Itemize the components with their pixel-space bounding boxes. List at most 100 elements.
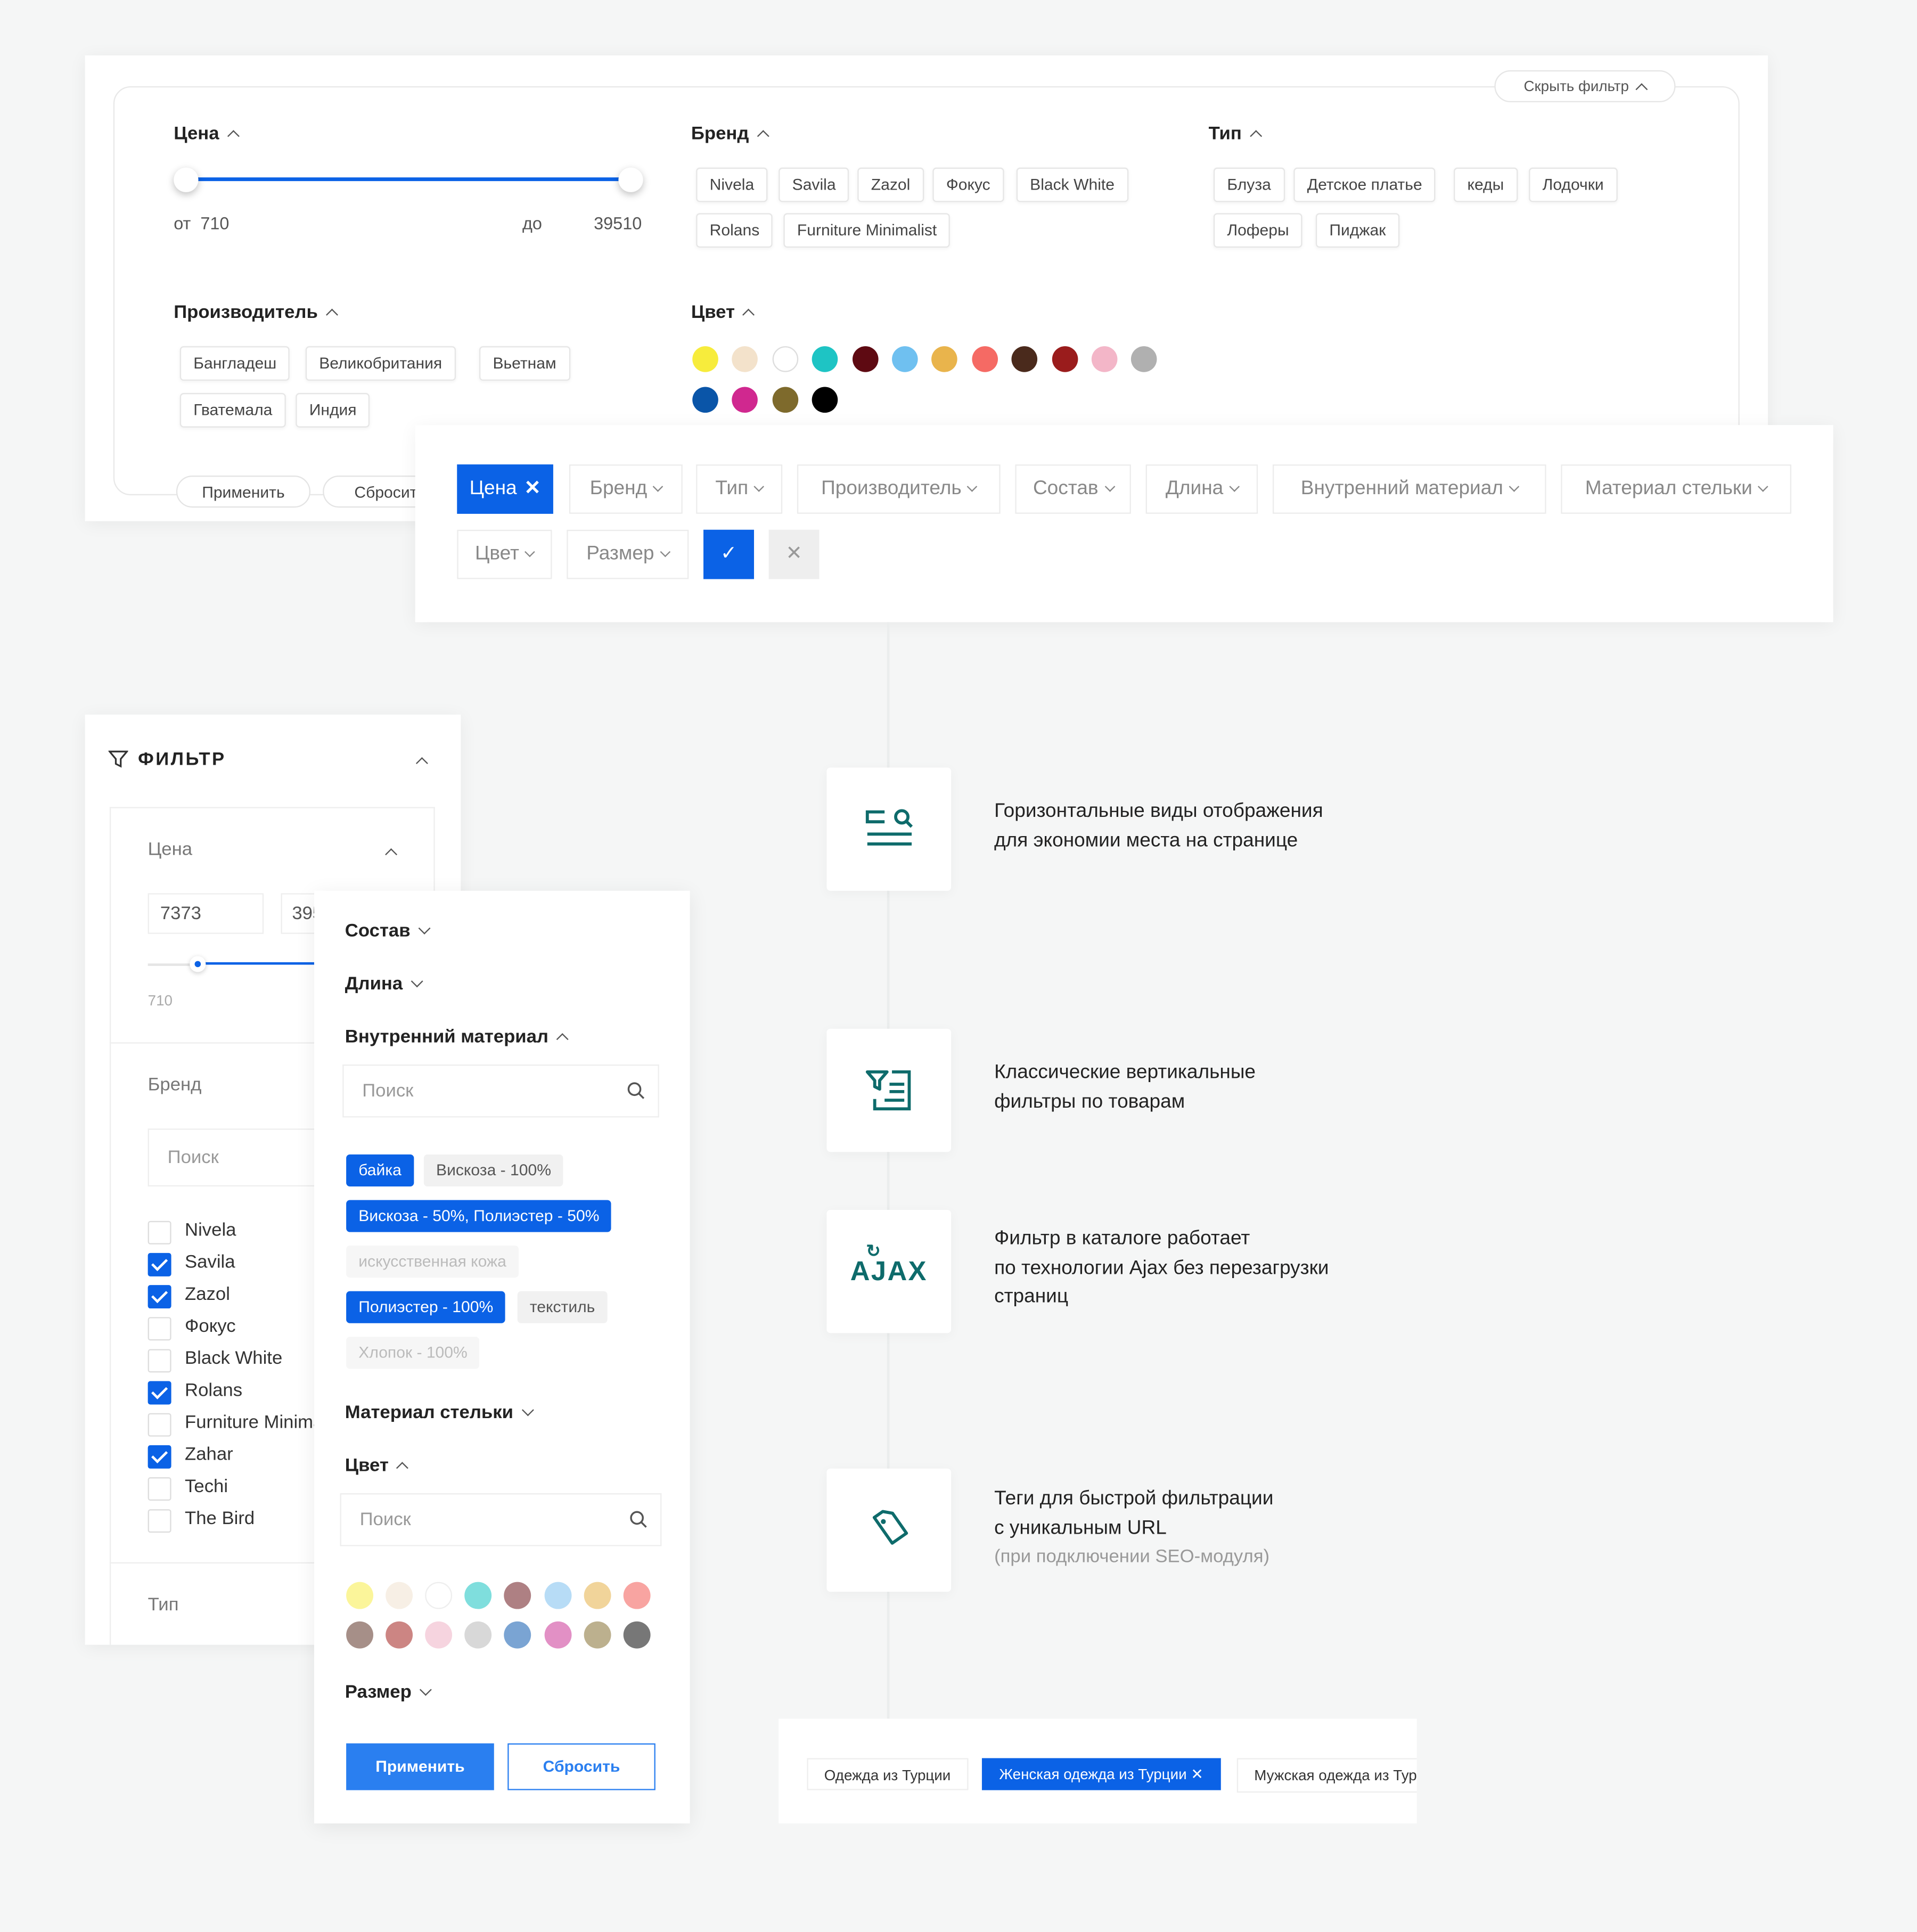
material-tag[interactable]: Хлопок - 100% xyxy=(346,1337,480,1369)
filter-dropdown-button[interactable]: Размер xyxy=(567,529,689,579)
color-swatch[interactable] xyxy=(622,1621,650,1649)
material-tag[interactable]: Полиэстер - 100% xyxy=(346,1291,506,1323)
filter-dropdown-button[interactable]: Производитель xyxy=(797,464,1001,514)
seo-tag-active[interactable]: Женская одежда из Турции ✕ xyxy=(981,1758,1221,1790)
clear-button[interactable]: ✕ xyxy=(768,529,820,579)
color-swatch[interactable] xyxy=(1091,346,1118,372)
color-swatch[interactable] xyxy=(812,346,838,372)
brand-checkbox[interactable] xyxy=(148,1221,171,1245)
apply-button[interactable]: Применить xyxy=(176,476,311,508)
color-swatch[interactable] xyxy=(971,346,998,372)
color-swatch[interactable] xyxy=(622,1582,650,1609)
insole-heading[interactable]: Материал стельки xyxy=(345,1402,534,1423)
color-swatch[interactable] xyxy=(772,387,798,413)
material-tag[interactable]: искусственная кожа xyxy=(346,1246,519,1278)
dropdown-reset-button[interactable]: Сбросить xyxy=(507,1743,656,1790)
type-heading[interactable]: Тип xyxy=(1209,123,1262,144)
sidebar-price-slider[interactable] xyxy=(197,962,345,965)
color-swatch[interactable] xyxy=(425,1621,453,1649)
brand-chip[interactable]: Zazol xyxy=(857,167,924,202)
brand-checkbox-label[interactable]: Techi xyxy=(185,1476,228,1497)
price-heading[interactable]: Цена xyxy=(174,123,240,144)
brand-checkbox-label[interactable]: Zazol xyxy=(185,1283,230,1305)
brand-chip[interactable]: Фокус xyxy=(932,167,1004,202)
filter-dropdown-button[interactable]: Внутренний материал xyxy=(1272,464,1546,514)
brand-checkbox-label[interactable]: Black White xyxy=(185,1348,283,1369)
type-chip[interactable]: Пиджак xyxy=(1315,213,1399,248)
type-chip[interactable]: Детское платье xyxy=(1293,167,1436,202)
brand-checkbox-label[interactable]: The Bird xyxy=(185,1508,255,1529)
brand-checkbox[interactable] xyxy=(148,1413,171,1437)
composition-heading[interactable]: Состав xyxy=(345,920,431,942)
color-swatch[interactable] xyxy=(346,1621,374,1649)
color-swatch[interactable] xyxy=(544,1621,571,1649)
seo-tag[interactable]: Мужская одежда из Турции xyxy=(1236,1758,1417,1793)
color-swatch[interactable] xyxy=(464,1582,492,1609)
brand-checkbox[interactable] xyxy=(148,1349,171,1373)
color-swatch[interactable] xyxy=(692,387,718,413)
filter-dropdown-button[interactable]: Цвет xyxy=(457,529,552,579)
color-swatch[interactable] xyxy=(852,346,878,372)
filter-dropdown-button[interactable]: Материал стельки xyxy=(1561,464,1791,514)
color-swatch[interactable] xyxy=(386,1582,413,1609)
color-swatch[interactable] xyxy=(732,346,758,372)
brand-checkbox-label[interactable]: Savila xyxy=(185,1251,235,1273)
brand-checkbox[interactable] xyxy=(148,1381,171,1405)
brand-checkbox[interactable] xyxy=(148,1317,171,1341)
price-slider-max-handle[interactable] xyxy=(618,167,643,192)
dropdown-apply-button[interactable]: Применить xyxy=(346,1743,494,1790)
color-swatch[interactable] xyxy=(772,346,798,372)
maker-chip[interactable]: Бангладеш xyxy=(179,346,290,381)
color-swatch[interactable] xyxy=(931,346,958,372)
color-swatch[interactable] xyxy=(346,1582,374,1609)
color-swatch[interactable] xyxy=(504,1621,532,1649)
filter-dropdown-button[interactable]: Состав xyxy=(1015,464,1131,514)
brand-checkbox-label[interactable]: Rolans xyxy=(185,1380,243,1401)
color-swatch[interactable] xyxy=(425,1582,453,1609)
type-chip[interactable]: Лоферы xyxy=(1213,213,1303,248)
hide-filter-button[interactable]: Скрыть фильтр xyxy=(1494,70,1676,103)
material-tag[interactable]: текстиль xyxy=(517,1291,608,1323)
inner-material-heading[interactable]: Внутренний материал xyxy=(345,1026,569,1047)
color-swatch[interactable] xyxy=(1051,346,1078,372)
brand-checkbox-label[interactable]: Фокус xyxy=(185,1315,236,1337)
seo-tag[interactable]: Одежда из Турции xyxy=(807,1758,968,1790)
sidebar-brand-heading[interactable]: Бренд xyxy=(148,1074,202,1095)
color-swatch[interactable] xyxy=(812,387,838,413)
maker-heading[interactable]: Производитель xyxy=(174,302,338,323)
color-swatch[interactable] xyxy=(583,1621,611,1649)
brand-chip[interactable]: Nivela xyxy=(696,167,768,202)
brand-checkbox[interactable] xyxy=(148,1477,171,1501)
material-tag[interactable]: байка xyxy=(346,1154,414,1186)
type-chip[interactable]: Лодочки xyxy=(1529,167,1618,202)
brand-checkbox-label[interactable]: Nivela xyxy=(185,1219,236,1241)
brand-chip[interactable]: Black White xyxy=(1016,167,1128,202)
filter-dropdown-button[interactable]: Бренд xyxy=(569,464,683,514)
price-slider-track[interactable] xyxy=(186,177,631,182)
brand-checkbox[interactable] xyxy=(148,1252,171,1276)
material-tag[interactable]: Вискоза - 50%, Полиэстер - 50% xyxy=(346,1200,612,1232)
length-heading[interactable]: Длина xyxy=(345,973,423,994)
maker-chip[interactable]: Гватемала xyxy=(179,393,286,428)
inner-material-search[interactable]: Поиск xyxy=(342,1064,659,1118)
color-swatch[interactable] xyxy=(892,346,918,372)
confirm-button[interactable]: ✓ xyxy=(703,529,754,579)
color-swatch[interactable] xyxy=(583,1582,611,1609)
brand-checkbox-label[interactable]: Furniture Minimalist xyxy=(185,1412,314,1433)
maker-chip[interactable]: Вьетнам xyxy=(479,346,570,381)
color-swatch[interactable] xyxy=(544,1582,571,1609)
price-filter-active[interactable]: Цена ✕ xyxy=(457,464,553,514)
sidebar-price-heading[interactable]: Цена xyxy=(148,839,193,860)
brand-checkbox[interactable] xyxy=(148,1445,171,1469)
color-swatch[interactable] xyxy=(386,1621,413,1649)
maker-chip[interactable]: Индия xyxy=(296,393,371,428)
color-heading[interactable]: Цвет xyxy=(691,302,756,323)
color-search[interactable]: Поиск xyxy=(340,1493,662,1546)
dropdown-color-heading[interactable]: Цвет xyxy=(345,1455,409,1476)
brand-checkbox[interactable] xyxy=(148,1285,171,1309)
color-swatch[interactable] xyxy=(692,346,718,372)
color-swatch[interactable] xyxy=(504,1582,532,1609)
filter-dropdown-button[interactable]: Длина xyxy=(1145,464,1258,514)
type-chip[interactable]: кеды xyxy=(1454,167,1518,202)
brand-checkbox-label[interactable]: Zahar xyxy=(185,1444,233,1465)
